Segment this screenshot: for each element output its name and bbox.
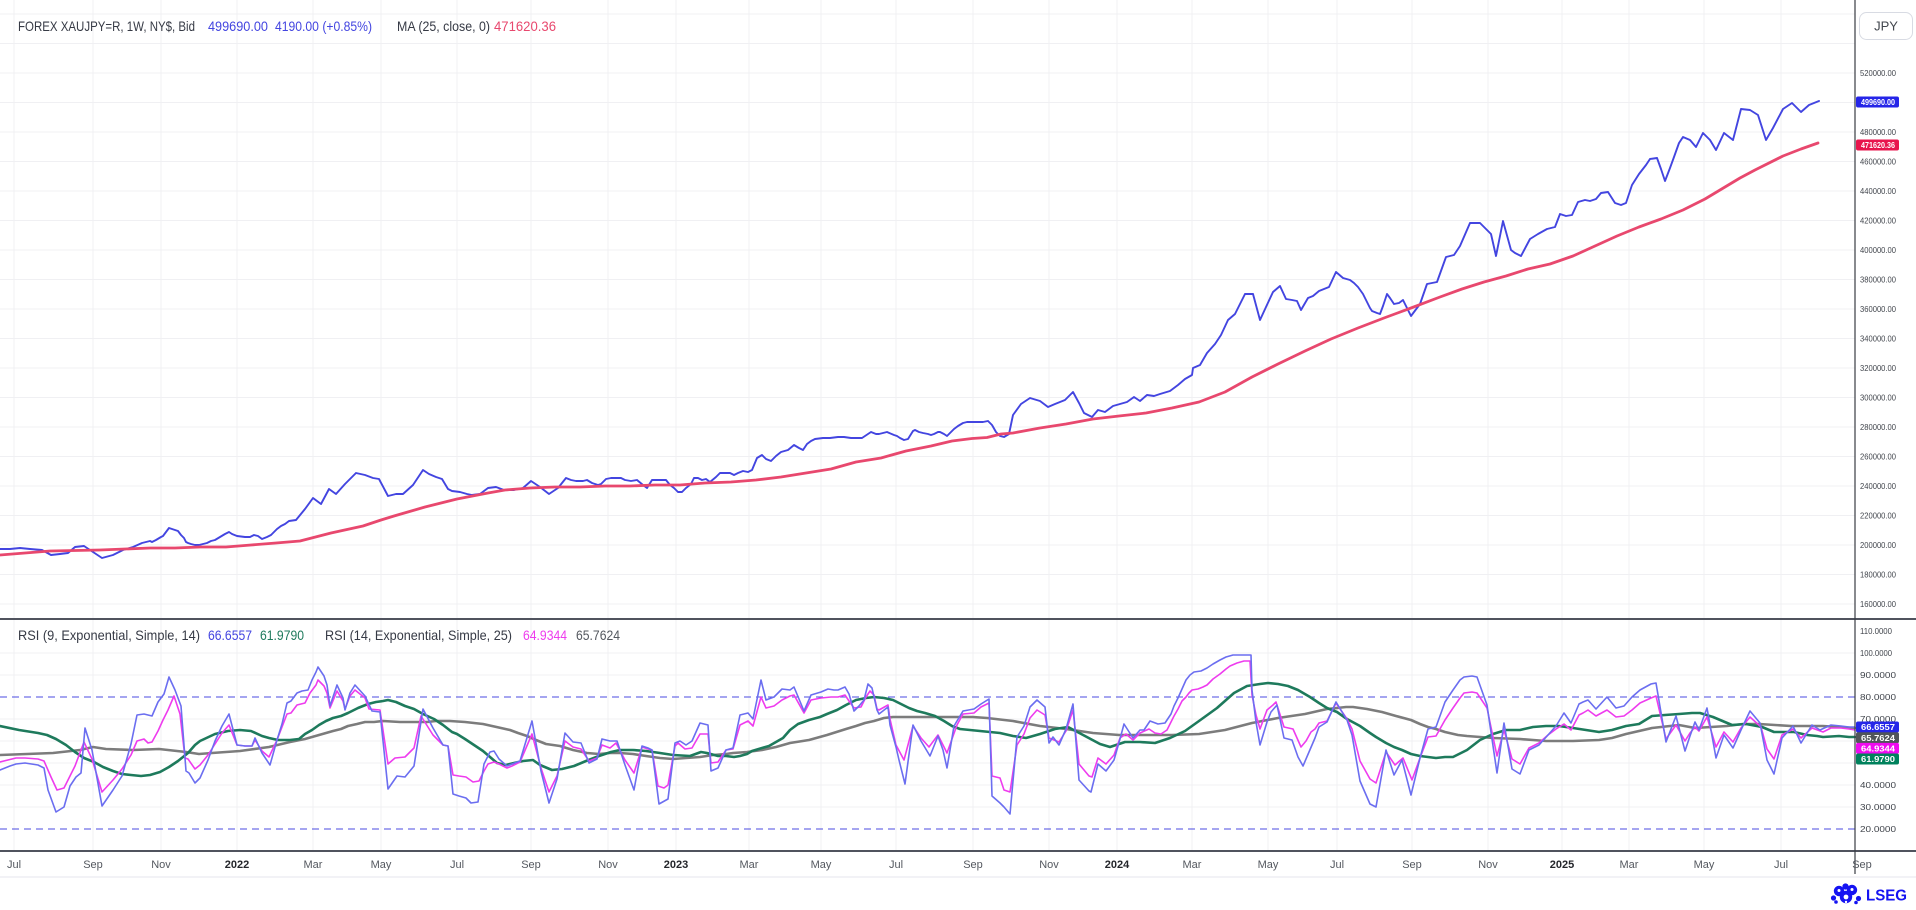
svg-text:2023: 2023 <box>664 859 688 871</box>
svg-text:66.6557: 66.6557 <box>208 627 252 643</box>
svg-text:380000.00: 380000.00 <box>1860 275 1896 285</box>
svg-text:110.0000: 110.0000 <box>1860 626 1892 636</box>
svg-text:Sep: Sep <box>83 859 103 871</box>
svg-text:Sep: Sep <box>1852 859 1872 871</box>
svg-text:471620.36: 471620.36 <box>1861 140 1895 150</box>
svg-text:66.6557: 66.6557 <box>1861 722 1895 732</box>
svg-text:480000.00: 480000.00 <box>1860 127 1896 137</box>
svg-text:200000.00: 200000.00 <box>1860 540 1896 550</box>
svg-text:May: May <box>371 859 392 871</box>
svg-text:Jul: Jul <box>1330 859 1344 871</box>
svg-text:300000.00: 300000.00 <box>1860 393 1896 403</box>
svg-text:Sep: Sep <box>1402 859 1422 871</box>
svg-text:Nov: Nov <box>151 859 171 871</box>
svg-text:460000.00: 460000.00 <box>1860 157 1896 167</box>
svg-text:Jul: Jul <box>450 859 464 871</box>
svg-text:2025: 2025 <box>1550 859 1574 871</box>
svg-text:420000.00: 420000.00 <box>1860 216 1896 226</box>
svg-text:70.0000: 70.0000 <box>1860 714 1896 724</box>
svg-text:40.0000: 40.0000 <box>1860 780 1896 790</box>
svg-text:400000.00: 400000.00 <box>1860 245 1896 255</box>
svg-text:2024: 2024 <box>1105 859 1130 871</box>
svg-text:30.0000: 30.0000 <box>1860 802 1896 812</box>
svg-text:May: May <box>1258 859 1279 871</box>
svg-text:May: May <box>811 859 832 871</box>
svg-text:Sep: Sep <box>521 859 541 871</box>
svg-text:499690.00: 499690.00 <box>208 18 268 34</box>
svg-text:Sep: Sep <box>963 859 983 871</box>
svg-text:Nov: Nov <box>1039 859 1059 871</box>
svg-text:64.9344: 64.9344 <box>523 627 567 643</box>
svg-text:440000.00: 440000.00 <box>1860 186 1896 196</box>
svg-text:520000.00: 520000.00 <box>1860 68 1896 78</box>
svg-text:80.0000: 80.0000 <box>1860 692 1896 702</box>
svg-text:65.7624: 65.7624 <box>576 627 620 643</box>
svg-text:64.9344: 64.9344 <box>1861 743 1895 753</box>
svg-text:RSI (14, Exponential, Simple,: RSI (14, Exponential, Simple, 25) <box>325 627 512 643</box>
svg-text:90.0000: 90.0000 <box>1860 670 1896 680</box>
svg-text:240000.00: 240000.00 <box>1860 481 1896 491</box>
svg-text:Jul: Jul <box>1774 859 1788 871</box>
svg-text:471620.36: 471620.36 <box>494 18 556 34</box>
svg-text:20.0000: 20.0000 <box>1860 824 1896 834</box>
svg-text:Mar: Mar <box>740 859 759 871</box>
svg-text:499690.00: 499690.00 <box>1861 97 1895 107</box>
svg-text:220000.00: 220000.00 <box>1860 511 1896 521</box>
svg-text:280000.00: 280000.00 <box>1860 422 1896 432</box>
svg-text:Jul: Jul <box>889 859 903 871</box>
svg-text:FOREX XAUJPY=R, 1W, NY$, Bid: FOREX XAUJPY=R, 1W, NY$, Bid <box>18 18 195 34</box>
svg-text:260000.00: 260000.00 <box>1860 452 1896 462</box>
svg-text:180000.00: 180000.00 <box>1860 570 1896 580</box>
svg-text:Jul: Jul <box>7 859 21 871</box>
svg-text:100.0000: 100.0000 <box>1860 648 1892 658</box>
svg-text:320000.00: 320000.00 <box>1860 363 1896 373</box>
svg-text:4190.00 (+0.85%): 4190.00 (+0.85%) <box>275 18 372 34</box>
svg-text:Nov: Nov <box>1478 859 1498 871</box>
svg-text:340000.00: 340000.00 <box>1860 334 1896 344</box>
svg-text:65.7624: 65.7624 <box>1861 733 1895 743</box>
svg-text:160000.00: 160000.00 <box>1860 599 1896 609</box>
svg-text:Mar: Mar <box>1620 859 1639 871</box>
svg-text:May: May <box>1694 859 1715 871</box>
svg-text:61.9790: 61.9790 <box>1861 754 1895 764</box>
svg-text:LSEG: LSEG <box>1866 888 1907 905</box>
svg-text:JPY: JPY <box>1874 19 1898 34</box>
svg-text:Mar: Mar <box>304 859 323 871</box>
svg-text:360000.00: 360000.00 <box>1860 304 1896 314</box>
svg-text:61.9790: 61.9790 <box>260 627 304 643</box>
svg-text:MA (25, close, 0): MA (25, close, 0) <box>397 18 490 34</box>
svg-text:RSI (9, Exponential, Simple, 1: RSI (9, Exponential, Simple, 14) <box>18 627 200 643</box>
svg-text:Nov: Nov <box>598 859 618 871</box>
svg-text:2022: 2022 <box>225 859 249 871</box>
svg-text:Mar: Mar <box>1183 859 1202 871</box>
